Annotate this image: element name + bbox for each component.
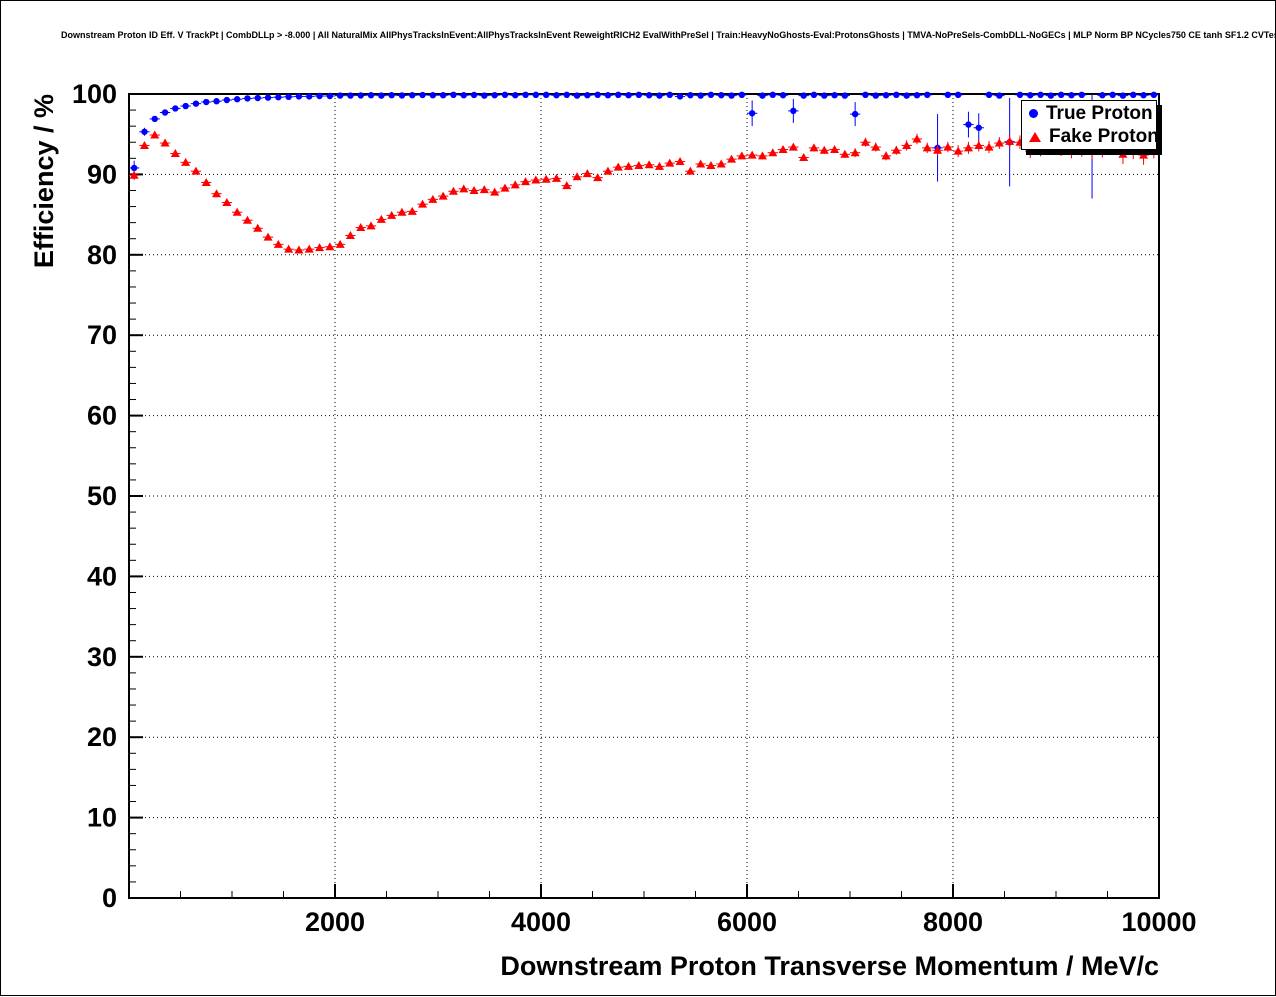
x-tick-label: 6000 bbox=[717, 907, 777, 937]
x-axis-label: Downstream Proton Transverse Momentum / … bbox=[500, 951, 1159, 981]
y-tick-label: 100 bbox=[72, 79, 117, 109]
fake-proton-triangle-marker-icon bbox=[1029, 131, 1041, 142]
tick-labels: 0 10 20 30 40 50 60 70 80 90 100 2000 4000 6000 8000 10… bbox=[72, 79, 1197, 937]
x-tick-label: 10000 bbox=[1121, 907, 1196, 937]
y-tick-label: 50 bbox=[87, 481, 117, 511]
true-proton-circle-marker-icon bbox=[1029, 109, 1038, 118]
x-tick-label: 8000 bbox=[923, 907, 983, 937]
y-tick-label: 30 bbox=[87, 642, 117, 672]
plot-frame bbox=[128, 93, 1160, 899]
series-fake-proton bbox=[129, 130, 1159, 254]
legend-entry-true-proton: True Proton bbox=[1022, 102, 1156, 125]
gridlines bbox=[129, 94, 1159, 898]
legend-label-true-proton: True Proton bbox=[1046, 102, 1153, 124]
y-tick-label: 60 bbox=[87, 401, 117, 431]
legend-entry-fake-proton: Fake Proton bbox=[1022, 125, 1159, 148]
y-tick-label: 90 bbox=[87, 159, 117, 189]
y-tick-label: 80 bbox=[87, 240, 117, 270]
series-true-proton bbox=[129, 91, 1159, 199]
y-tick-label: 10 bbox=[87, 803, 117, 833]
x-tick-label: 4000 bbox=[511, 907, 571, 937]
plot-title: Downstream Proton ID Eff. V TrackPt | Co… bbox=[61, 30, 1276, 40]
y-tick-label: 20 bbox=[87, 722, 117, 752]
y-tick-label: 40 bbox=[87, 561, 117, 591]
y-axis-label: Efficiency / % bbox=[29, 94, 59, 268]
y-tick-label: 0 bbox=[102, 883, 117, 913]
legend: True Proton Fake Proton bbox=[1021, 100, 1159, 150]
y-tick-label: 70 bbox=[87, 320, 117, 350]
axis-ticks bbox=[128, 93, 1160, 899]
x-tick-label: 2000 bbox=[305, 907, 365, 937]
legend-label-fake-proton: Fake Proton bbox=[1049, 125, 1159, 147]
